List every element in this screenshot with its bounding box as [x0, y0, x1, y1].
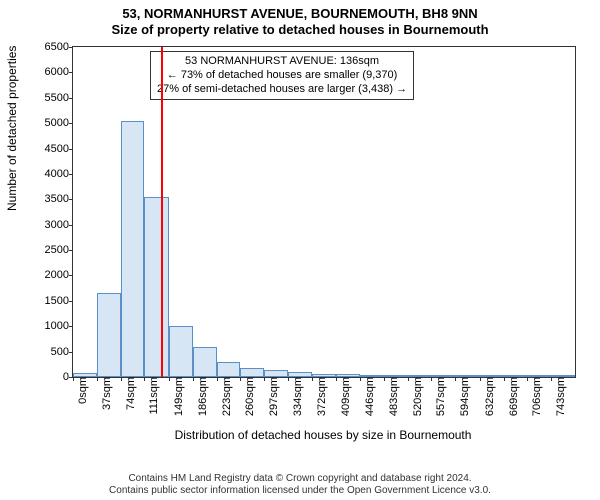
y-tick-mark — [69, 123, 73, 124]
x-tick-label: 669sqm — [504, 377, 520, 416]
marker-line — [161, 47, 163, 377]
histogram-bar — [240, 368, 264, 377]
y-tick-mark — [69, 47, 73, 48]
histogram-bar — [264, 370, 288, 377]
chart-container: 53, NORMANHURST AVENUE, BOURNEMOUTH, BH8… — [0, 0, 600, 500]
x-tick-label: 706sqm — [527, 377, 543, 416]
annotation-line1: 53 NORMANHURST AVENUE: 136sqm — [157, 55, 407, 69]
x-tick-label: 74sqm — [121, 377, 137, 410]
x-tick-label: 557sqm — [431, 377, 447, 416]
histogram-bar — [217, 362, 241, 377]
x-tick-mark — [288, 377, 289, 381]
x-tick-label: 409sqm — [336, 377, 352, 416]
x-tick-mark — [240, 377, 241, 381]
x-tick-mark — [527, 377, 528, 381]
x-tick-label: 149sqm — [169, 377, 185, 416]
x-tick-label: 37sqm — [97, 377, 113, 410]
x-tick-mark — [551, 377, 552, 381]
x-tick-label: 260sqm — [240, 377, 256, 416]
y-tick-mark — [69, 199, 73, 200]
x-tick-mark — [169, 377, 170, 381]
x-tick-mark — [193, 377, 194, 381]
x-tick-mark — [73, 377, 74, 381]
x-tick-mark — [360, 377, 361, 381]
histogram-bar — [121, 121, 145, 377]
x-tick-label: 446sqm — [360, 377, 376, 416]
x-tick-mark — [217, 377, 218, 381]
x-tick-label: 186sqm — [193, 377, 209, 416]
chart-title-line2: Size of property relative to detached ho… — [0, 22, 600, 38]
y-tick-mark — [69, 149, 73, 150]
x-tick-label: 483sqm — [384, 377, 400, 416]
y-tick-mark — [69, 352, 73, 353]
annotation-line3: 27% of semi-detached houses are larger (… — [157, 83, 407, 97]
y-tick-mark — [69, 98, 73, 99]
footer-line2: Contains public sector information licen… — [0, 485, 600, 497]
x-tick-label: 111sqm — [144, 377, 160, 415]
footer-attribution: Contains HM Land Registry data © Crown c… — [0, 473, 600, 496]
x-tick-label: 743sqm — [551, 377, 567, 416]
x-tick-mark — [144, 377, 145, 381]
x-tick-mark — [455, 377, 456, 381]
x-tick-mark — [97, 377, 98, 381]
x-tick-label: 334sqm — [288, 377, 304, 416]
x-tick-label: 594sqm — [455, 377, 471, 416]
histogram-bar — [193, 347, 217, 377]
x-tick-mark — [121, 377, 122, 381]
y-tick-mark — [69, 174, 73, 175]
x-tick-mark — [384, 377, 385, 381]
x-axis-label: Distribution of detached houses by size … — [72, 428, 574, 442]
histogram-bar — [144, 197, 168, 377]
x-tick-label: 0sqm — [73, 377, 89, 404]
x-tick-label: 223sqm — [217, 377, 233, 416]
y-tick-mark — [69, 301, 73, 302]
x-tick-mark — [480, 377, 481, 381]
x-tick-label: 520sqm — [408, 377, 424, 416]
y-tick-mark — [69, 250, 73, 251]
y-tick-mark — [69, 225, 73, 226]
footer-line1: Contains HM Land Registry data © Crown c… — [0, 473, 600, 485]
x-tick-mark — [431, 377, 432, 381]
histogram-bar — [169, 326, 193, 377]
x-tick-mark — [504, 377, 505, 381]
annotation-box: 53 NORMANHURST AVENUE: 136sqm ← 73% of d… — [150, 51, 414, 100]
histogram-bar — [97, 293, 121, 377]
annotation-line2: ← 73% of detached houses are smaller (9,… — [157, 69, 407, 83]
x-tick-mark — [408, 377, 409, 381]
chart-title-line1: 53, NORMANHURST AVENUE, BOURNEMOUTH, BH8… — [0, 0, 600, 22]
x-tick-label: 297sqm — [264, 377, 280, 416]
y-tick-mark — [69, 275, 73, 276]
y-tick-mark — [69, 72, 73, 73]
y-tick-mark — [69, 326, 73, 327]
x-tick-label: 632sqm — [480, 377, 496, 416]
x-tick-mark — [264, 377, 265, 381]
plot-area: 53 NORMANHURST AVENUE: 136sqm ← 73% of d… — [72, 46, 576, 378]
x-tick-label: 372sqm — [312, 377, 328, 416]
x-tick-mark — [312, 377, 313, 381]
x-tick-mark — [336, 377, 337, 381]
